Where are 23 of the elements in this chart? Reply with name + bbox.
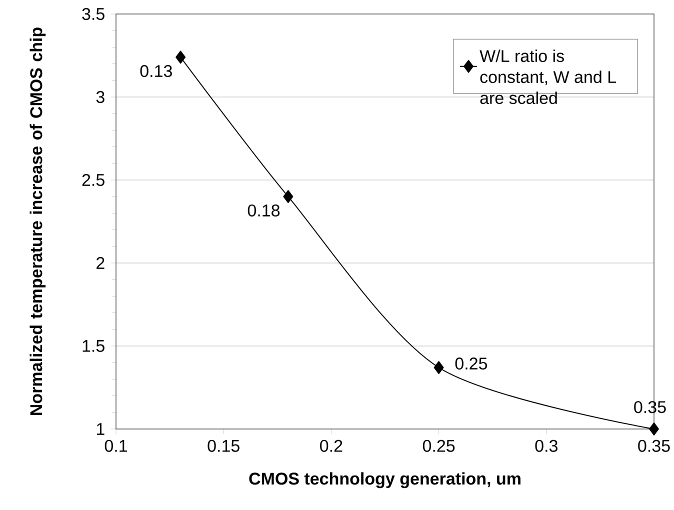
x-tick-label: 0.15 (208, 440, 240, 452)
annotation: 0.25 (455, 358, 488, 370)
x-tick-label: 0.1 (104, 440, 127, 452)
point (283, 190, 294, 204)
x-tick-label: 0.3 (535, 440, 558, 452)
y-tick-label: 2.5 (82, 174, 104, 186)
x-tick-label: 0.2 (320, 440, 342, 452)
point (176, 50, 186, 64)
y-tick-label: 3.5 (82, 8, 104, 20)
y-axis-title: Normalized temperature increase of CMOS chip (30, 28, 46, 415)
annotation: 0.13 (140, 65, 172, 78)
annotation: 0.18 (248, 204, 280, 216)
point (434, 361, 444, 374)
y-tick-label: 1.5 (82, 340, 104, 352)
y-tick-label: 2 (96, 257, 104, 269)
x-tick-label: 0.35 (638, 440, 670, 452)
legend-label: W/L ratio is constant, W and L are scaled (480, 50, 616, 104)
x-axis-title: CMOS technology generation, um (249, 472, 520, 488)
point (649, 422, 659, 436)
annotation: 0.35 (634, 401, 666, 414)
x-tick-label: 0.25 (422, 440, 455, 452)
y-tick-label: 1 (96, 423, 104, 435)
y-tick-label: 3 (96, 90, 104, 104)
